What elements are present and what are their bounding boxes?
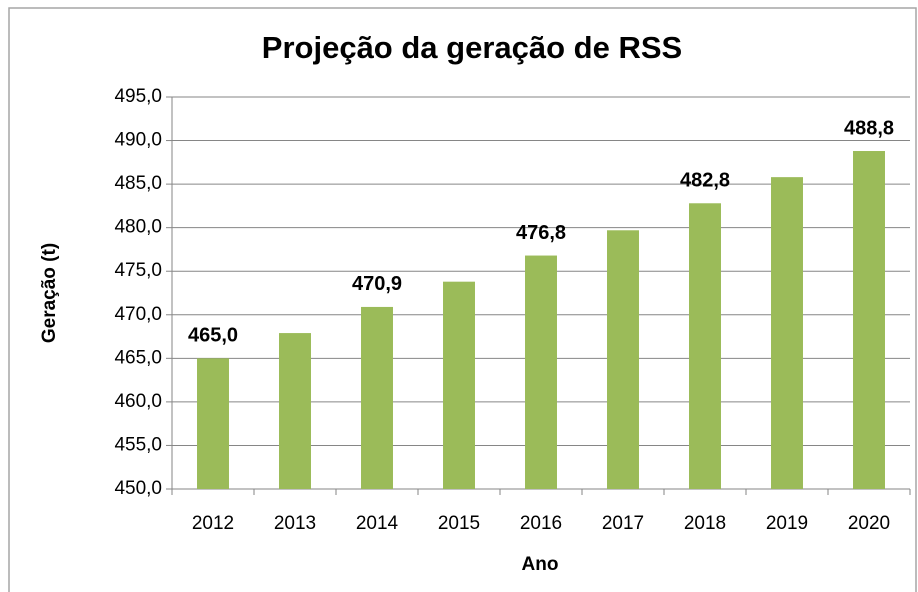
chart-frame <box>8 7 917 592</box>
y-tick-label: 470,0 <box>114 304 162 325</box>
y-tick-label: 460,0 <box>114 391 162 412</box>
y-tick-label: 490,0 <box>114 130 162 151</box>
x-axis-label: Ano <box>522 554 559 575</box>
data-label: 465,0 <box>188 325 238 347</box>
y-tick-label: 465,0 <box>114 347 162 368</box>
bar <box>197 358 229 489</box>
chart-title: Projeção da geração de RSS <box>262 30 682 65</box>
x-tick-label: 2012 <box>192 513 234 534</box>
y-tick-label: 450,0 <box>114 478 162 499</box>
bar <box>361 306 393 489</box>
bar <box>607 230 639 489</box>
y-tick-label: 475,0 <box>114 260 162 281</box>
bar <box>689 203 721 489</box>
data-label: 470,9 <box>352 273 402 295</box>
x-tick-label: 2014 <box>356 513 399 534</box>
bar <box>443 281 475 489</box>
data-label: 488,8 <box>844 117 894 139</box>
x-tick-label: 2017 <box>602 513 644 534</box>
bar <box>853 151 885 489</box>
data-label: 476,8 <box>516 222 566 244</box>
y-tick-label: 480,0 <box>114 217 162 238</box>
x-tick-label: 2018 <box>684 513 726 534</box>
y-tick-label: 495,0 <box>114 86 162 107</box>
bar <box>525 255 557 489</box>
x-tick-label: 2019 <box>766 513 808 534</box>
y-tick-label: 455,0 <box>114 434 162 455</box>
x-tick-label: 2013 <box>274 513 316 534</box>
data-label: 482,8 <box>680 170 730 192</box>
y-tick-label: 485,0 <box>114 173 162 194</box>
x-tick-label: 2015 <box>438 513 480 534</box>
x-tick-label: 2020 <box>848 513 890 534</box>
bar <box>279 333 311 489</box>
bar <box>771 177 803 490</box>
y-axis-label: Geração (t) <box>39 243 60 343</box>
x-tick-label: 2016 <box>520 513 562 534</box>
